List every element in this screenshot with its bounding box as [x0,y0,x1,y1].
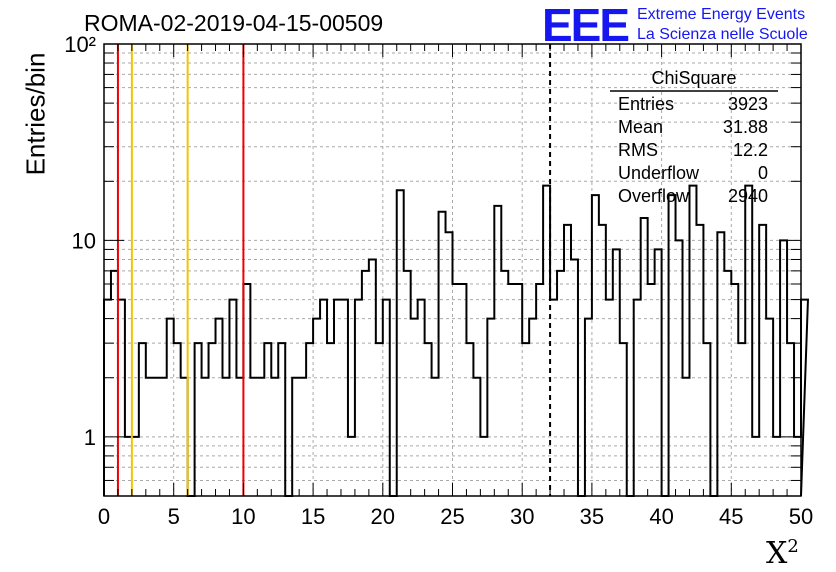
stat-name-mean: Mean [618,117,664,137]
x-axis-label: X2 [766,536,799,571]
stat-value-overflow: 2940 [727,186,768,206]
stat-value-rms: 12.2 [732,140,768,160]
x-tick-label: 0 [98,504,110,529]
eee-logo: EEE [542,0,630,51]
x-tick-label: 10 [231,504,255,529]
x-axis-label-symbol: X [766,536,788,571]
run-title: ROMA-02-2019-04-15-00509 [84,10,384,36]
stat-name-entries: Entries [618,94,675,114]
logo-subtitle-1: Extreme Energy Events [637,6,806,23]
x-tick-label: 25 [440,504,464,529]
x-tick-label: 50 [789,504,813,529]
logo-subtitle-2: La Scienza nelle Scuole [637,26,808,43]
y-tick-label: 10 [72,228,96,253]
x-tick-label: 45 [719,504,743,529]
x-tick-label: 40 [649,504,673,529]
stat-value-mean: 31.88 [722,117,768,137]
y-tick-label: 10² [64,32,96,57]
stat-value-underflow: 0 [757,163,768,183]
x-tick-label: 35 [580,504,604,529]
x-tick-label: 5 [168,504,180,529]
x-axis-label-superscript: 2 [787,536,799,557]
stat-name-overflow: Overflow [618,186,690,206]
x-tick-label: 30 [510,504,534,529]
stats-box-title: ChiSquare [651,68,737,88]
x-tick-label: 15 [301,504,325,529]
stat-name-rms: RMS [618,140,658,160]
stat-name-underflow: Underflow [618,163,700,183]
x-tick-label: 20 [371,504,395,529]
stat-value-entries: 3923 [727,94,768,114]
y-tick-label: 1 [84,425,96,450]
histogram-series [103,184,810,497]
y-axis-label: Entries/bin [20,52,51,176]
